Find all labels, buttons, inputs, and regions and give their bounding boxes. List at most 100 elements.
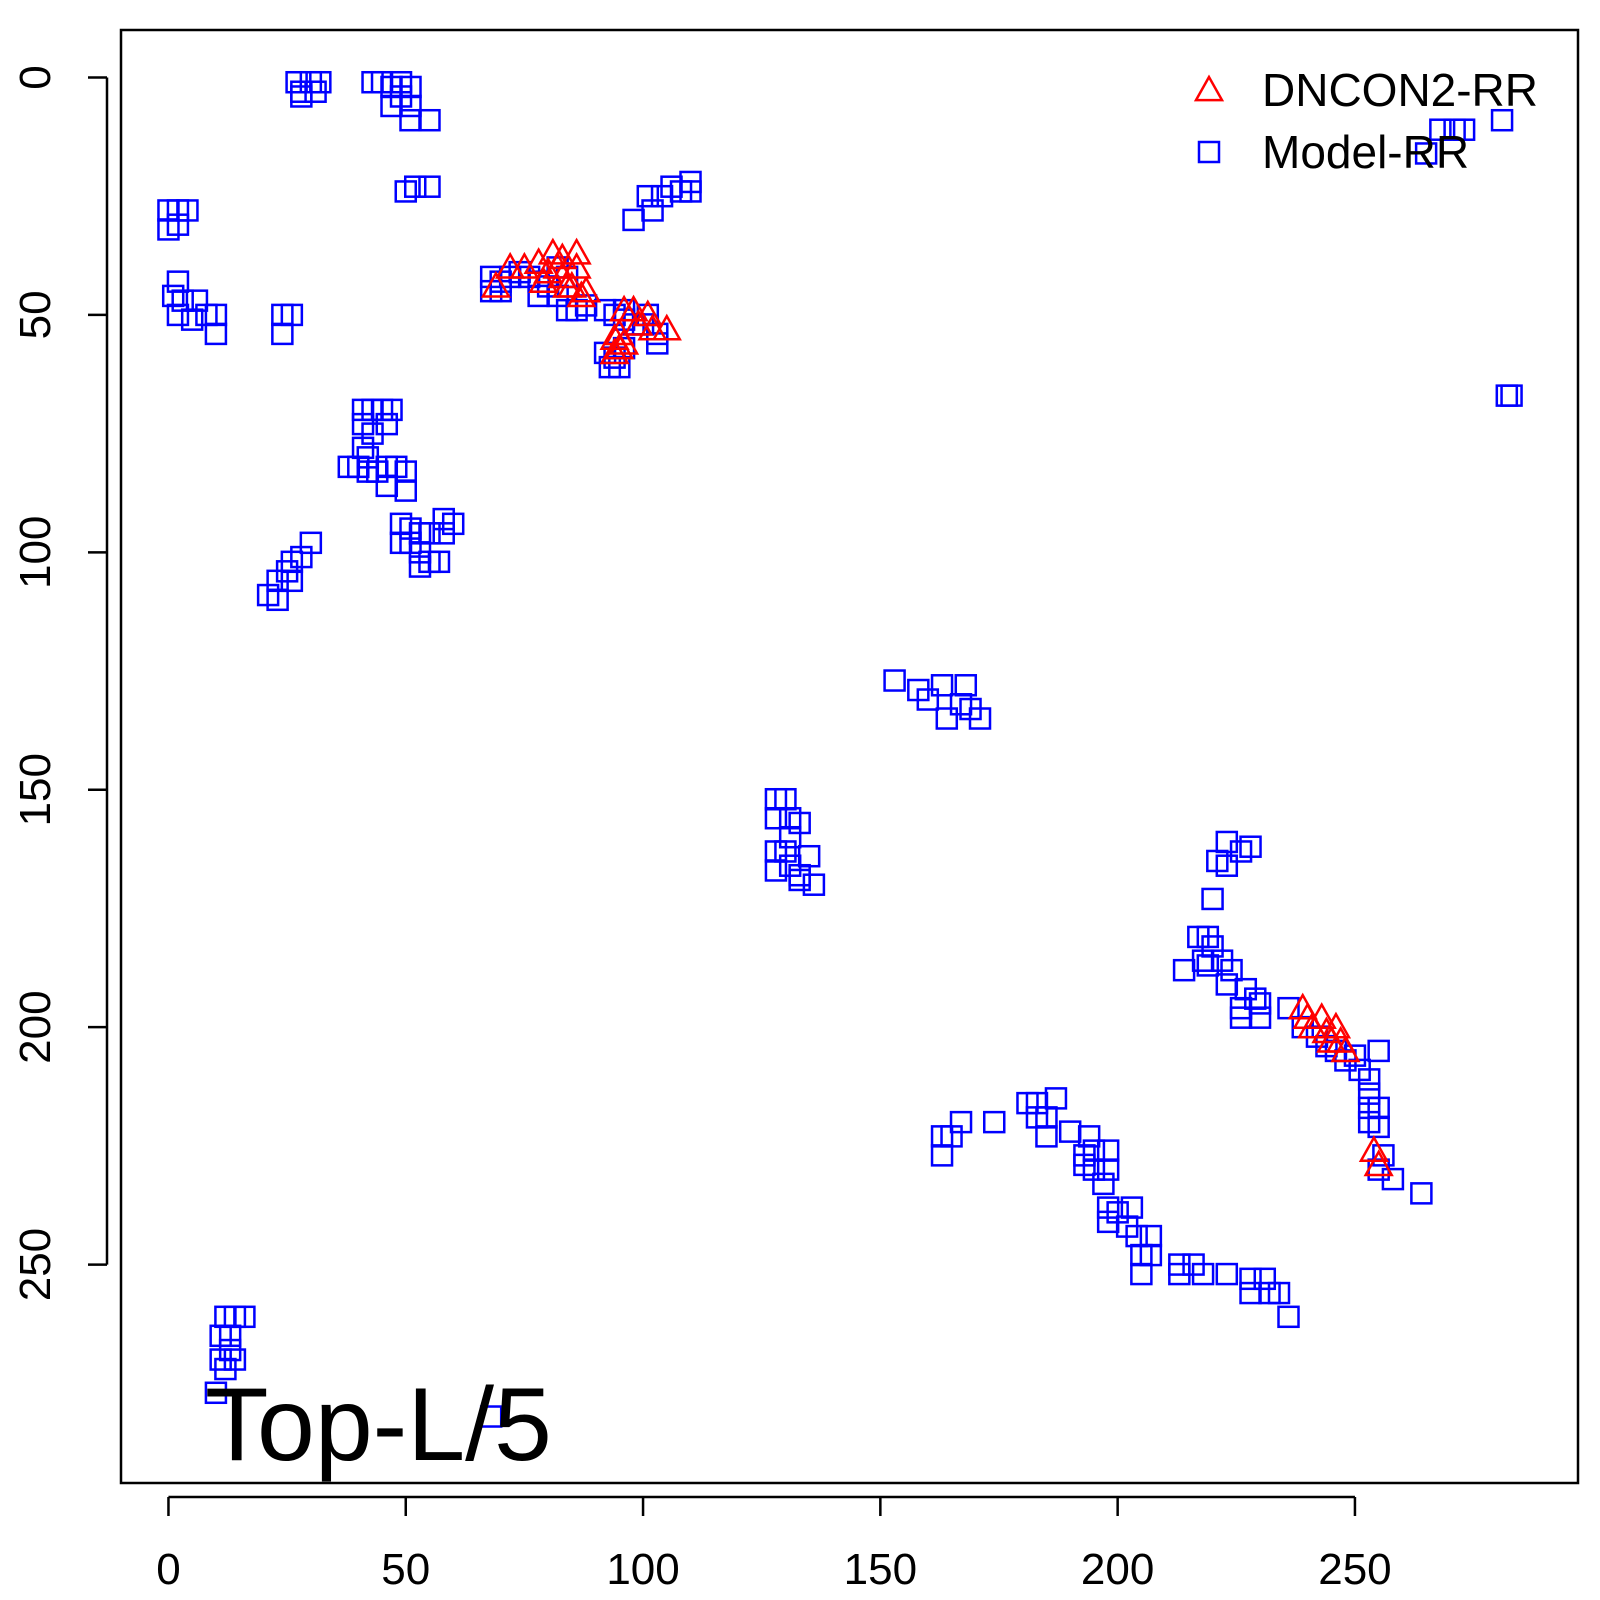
model-rr-point <box>1248 992 1272 1015</box>
model-rr-point <box>1267 1281 1291 1305</box>
dncon2-rr-point <box>566 280 597 308</box>
model-rr-point <box>930 674 954 697</box>
dncon2-rr-point <box>480 270 512 298</box>
model-rr-point <box>180 308 204 331</box>
panel-annotation: Top-L/5 <box>205 1367 552 1483</box>
y-tick-label: 100 <box>11 516 60 589</box>
model-rr-point <box>679 180 702 203</box>
x-tick-label: 150 <box>844 1545 917 1594</box>
model-rr-point <box>1172 958 1196 982</box>
model-rr-point <box>204 322 228 346</box>
model-rr-point <box>1120 1196 1144 1219</box>
series-layer <box>157 70 1523 1428</box>
model-rr-point <box>1096 1139 1120 1162</box>
model-rr-point <box>930 1144 954 1167</box>
model-rr-point <box>1239 1281 1262 1305</box>
model-rr-point <box>778 825 802 849</box>
dncon2-rr-point <box>1297 1011 1328 1039</box>
model-rr-point <box>233 1305 256 1329</box>
legend-triangle-marker <box>1193 74 1225 102</box>
model-rr-point <box>1357 1068 1381 1091</box>
dncon2-rr-point <box>532 256 564 284</box>
model-rr-point <box>1381 1167 1405 1191</box>
model-rr-point <box>403 175 427 198</box>
dncon2-rr-point <box>570 275 602 303</box>
model-rr-point <box>788 868 811 892</box>
model-rr-point <box>271 322 294 346</box>
model-rr-point <box>1035 1125 1058 1148</box>
legend-item-model-rr: Model-RR <box>1197 126 1469 178</box>
model-rr-point <box>1500 384 1523 407</box>
model-rr-point <box>1414 142 1438 165</box>
x-tick-label: 200 <box>1081 1545 1154 1594</box>
model-rr-point <box>1367 1039 1390 1063</box>
legend: DNCON2-RR Model-RR <box>1193 64 1538 178</box>
model-rr-point <box>214 1357 237 1381</box>
y-tick-label: 50 <box>11 290 60 339</box>
y-tick-label: 250 <box>11 1228 60 1301</box>
model-rr-point <box>1343 1044 1367 1067</box>
model-rr-point <box>1191 1262 1215 1286</box>
model-rr-point <box>1077 1125 1101 1148</box>
model-rr-point <box>418 175 441 198</box>
model-rr-point <box>1490 108 1514 132</box>
dncon2-rr-point <box>1363 1149 1394 1177</box>
model-rr-point <box>983 1110 1006 1134</box>
model-rr-point <box>636 184 660 208</box>
model-rr-point <box>1196 954 1220 977</box>
dncon2-rr-point <box>561 237 592 265</box>
model-rr-point <box>916 688 940 711</box>
model-rr-point <box>1495 384 1519 407</box>
model-rr-point <box>299 531 323 555</box>
model-rr-point <box>394 479 418 502</box>
model-rr-point <box>1220 958 1243 982</box>
y-axis: 0 50 100 150 200 250 <box>11 65 109 1301</box>
model-rr-point <box>479 1405 503 1428</box>
dncon2-rr-point <box>651 313 682 341</box>
model-rr-point <box>1139 1224 1163 1248</box>
model-rr-point <box>1277 1305 1300 1329</box>
series-model-rr <box>157 70 1523 1428</box>
model-rr-point <box>1092 1172 1115 1196</box>
model-rr-point <box>408 555 432 578</box>
model-rr-point <box>1253 1267 1277 1291</box>
model-rr-point <box>797 844 821 868</box>
model-rr-point <box>166 213 190 236</box>
x-tick-label: 50 <box>381 1545 430 1594</box>
model-rr-point <box>399 94 422 118</box>
model-rr-point <box>935 707 959 730</box>
model-rr-point <box>1058 1120 1082 1143</box>
model-rr-point <box>1215 854 1239 877</box>
model-rr-point <box>280 569 304 593</box>
model-rr-point <box>1367 1115 1390 1139</box>
x-tick-label: 250 <box>1318 1545 1391 1594</box>
model-rr-point <box>1096 1158 1120 1181</box>
model-rr-point <box>266 588 289 612</box>
dncon2-rr-point <box>623 308 654 336</box>
model-rr-point <box>764 859 788 882</box>
model-rr-point <box>1168 1262 1191 1286</box>
legend-square-marker <box>1197 140 1221 164</box>
plot-area <box>157 70 1523 1428</box>
x-tick-label: 0 <box>156 1545 180 1594</box>
model-rr-point <box>1248 1006 1272 1029</box>
legend-item-dncon2-rr: DNCON2-RR <box>1193 64 1538 116</box>
model-rr-point <box>399 108 422 132</box>
model-rr-point <box>1215 973 1239 996</box>
model-rr-point <box>1201 887 1224 911</box>
dncon2-rr-point <box>604 318 635 346</box>
model-rr-point <box>949 1110 973 1134</box>
model-rr-point <box>418 108 441 132</box>
legend-label: Model-RR <box>1262 126 1469 178</box>
model-rr-point <box>218 1324 242 1348</box>
y-tick-label: 0 <box>11 65 60 89</box>
model-rr-point <box>380 398 403 422</box>
model-rr-point <box>375 412 399 436</box>
dncon2-rr-point <box>523 247 554 275</box>
model-rr-point <box>304 80 327 103</box>
model-rr-point <box>204 1381 228 1405</box>
plot-frame <box>119 28 1580 1485</box>
x-axis: 0 50 100 150 200 250 <box>156 1495 1392 1594</box>
dncon2-rr-point <box>1330 1035 1361 1063</box>
